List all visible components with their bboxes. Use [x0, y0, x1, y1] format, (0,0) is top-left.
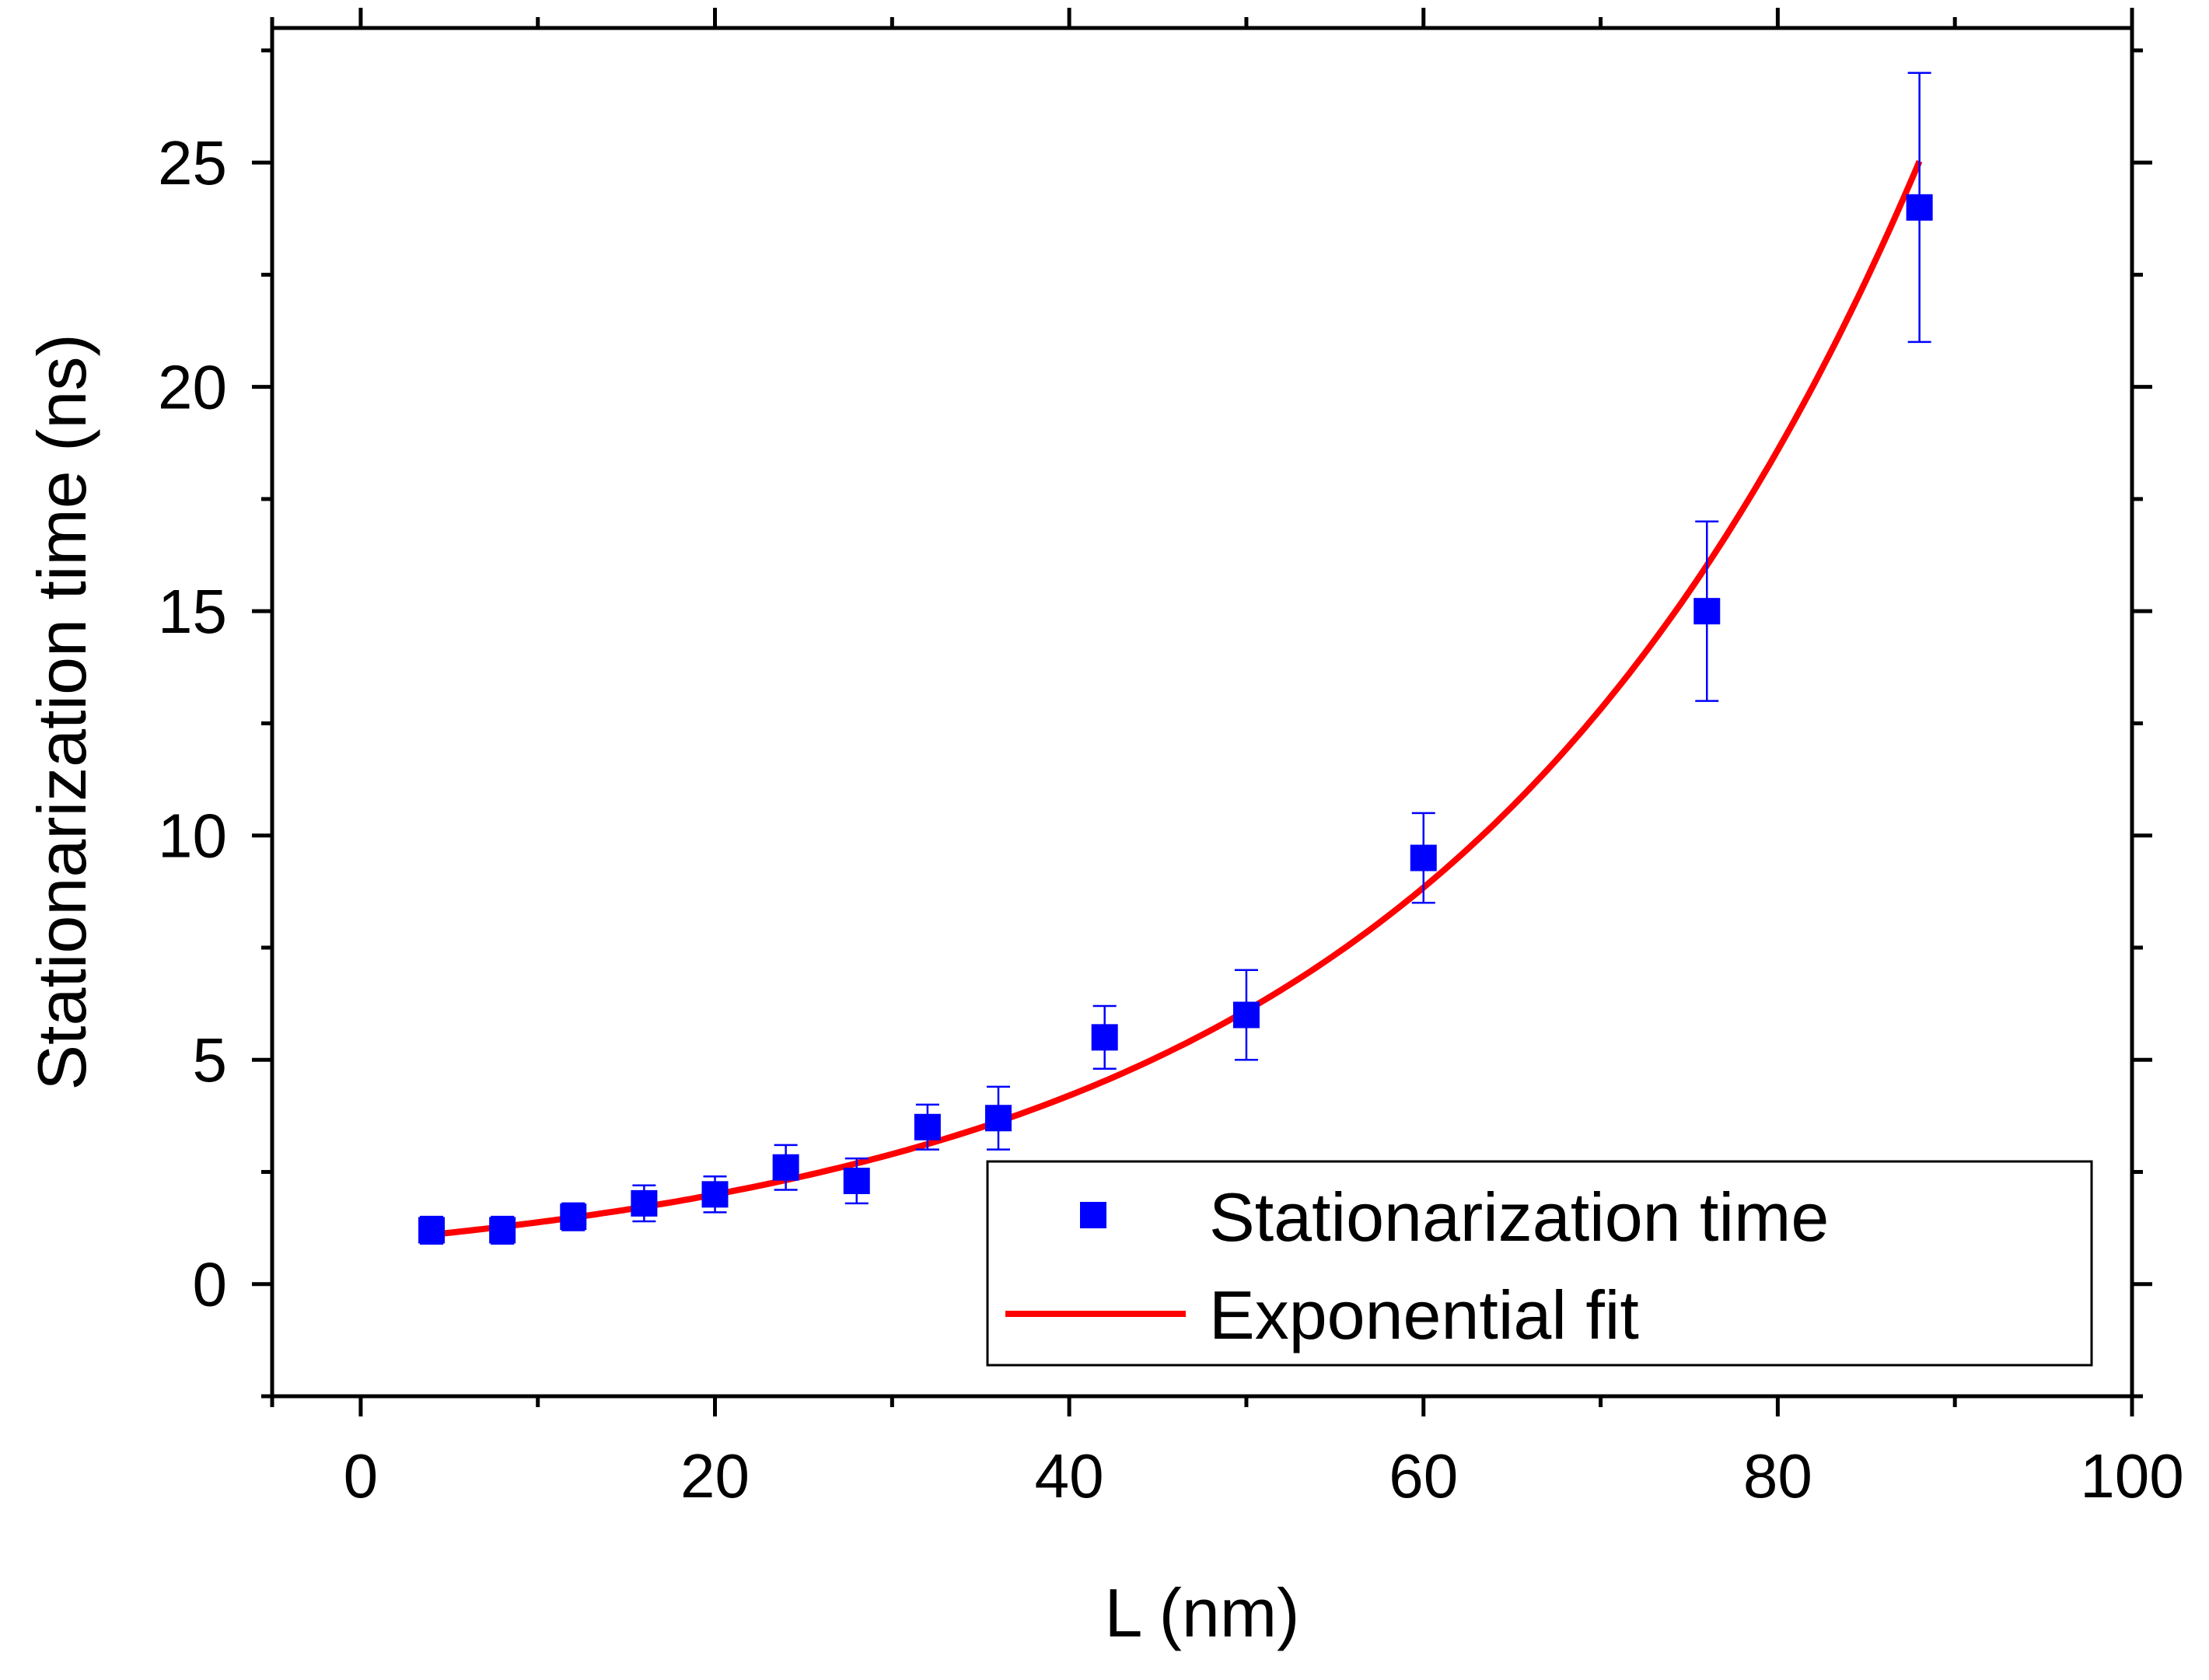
- y-tick-label: 0: [193, 1250, 228, 1319]
- fit-curve-layer: [431, 159, 1923, 1238]
- data-point: [631, 1189, 658, 1217]
- y-tick-label: 5: [193, 1025, 228, 1095]
- data-point: [772, 1154, 799, 1181]
- fit-curve-exponential: [431, 159, 1923, 1238]
- x-axis-title: L (nm): [1105, 1574, 1300, 1651]
- data-point: [1906, 194, 1933, 221]
- y-tick-label: 20: [158, 353, 227, 422]
- x-tick-label: 60: [1389, 1441, 1458, 1511]
- x-tick-label: 0: [344, 1441, 379, 1511]
- legend: Stationarization time Exponential fit: [986, 1160, 2093, 1367]
- legend-marker-stationarization-time: [1080, 1202, 1106, 1228]
- x-tick-label: 40: [1035, 1441, 1104, 1511]
- data-point: [560, 1203, 587, 1231]
- data-point: [701, 1181, 729, 1208]
- y-tick-label: 10: [158, 802, 227, 871]
- legend-label-stationarization-time: Stationarization time: [1209, 1179, 1829, 1256]
- x-tick-label: 20: [680, 1441, 750, 1511]
- data-points: [418, 72, 1933, 1245]
- data-point: [1232, 1001, 1260, 1029]
- legend-label-exponential-fit: Exponential fit: [1209, 1277, 1639, 1353]
- data-point: [1410, 844, 1437, 871]
- data-point: [418, 1217, 446, 1244]
- x-tick-label: 100: [2080, 1441, 2183, 1511]
- data-point: [1693, 598, 1721, 625]
- x-tick-label: 80: [1743, 1441, 1812, 1511]
- data-point: [489, 1217, 516, 1244]
- plot-frame: [270, 26, 2134, 1399]
- data-point: [914, 1113, 941, 1140]
- y-tick-label: 25: [158, 128, 227, 197]
- data-point: [985, 1105, 1012, 1132]
- ticks: 0 20 40 60 80 100 0 5 10 15 20 25: [158, 8, 2184, 1511]
- data-point: [1091, 1024, 1118, 1051]
- legend-box: [986, 1160, 2093, 1367]
- y-tick-label: 15: [158, 577, 227, 646]
- y-axis-title: Stationarization time (ns): [23, 334, 100, 1090]
- data-point: [843, 1168, 870, 1195]
